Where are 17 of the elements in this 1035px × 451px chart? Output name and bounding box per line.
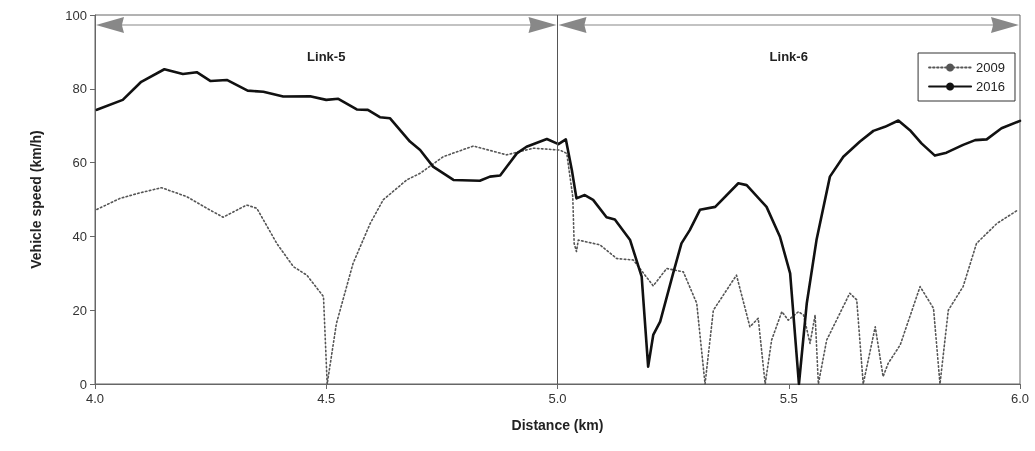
x-tick-label: 5.5 xyxy=(779,391,798,406)
x-tick-label: 5.0 xyxy=(548,391,567,406)
y-tick-label: 40 xyxy=(72,228,87,244)
y-tick-label: 60 xyxy=(72,155,87,171)
y-tick-label: 20 xyxy=(72,302,87,318)
legend-label: 2009 xyxy=(976,60,1005,75)
legend-label: 2016 xyxy=(976,79,1005,94)
y-tick-label: 100 xyxy=(65,7,87,23)
x-tick-label: 4.0 xyxy=(85,391,105,406)
x-tick-label: 4.5 xyxy=(317,391,336,406)
y-axis-title: Vehicle speed (km/h) xyxy=(28,130,44,269)
y-tick-label: 80 xyxy=(72,81,87,97)
x-axis-title: Distance (km) xyxy=(511,417,604,433)
annotation: Link-5 xyxy=(307,48,346,64)
y-tick-label: 0 xyxy=(79,376,87,392)
x-tick-label: 6.0 xyxy=(1010,391,1030,406)
annotation: Link-6 xyxy=(769,48,808,64)
